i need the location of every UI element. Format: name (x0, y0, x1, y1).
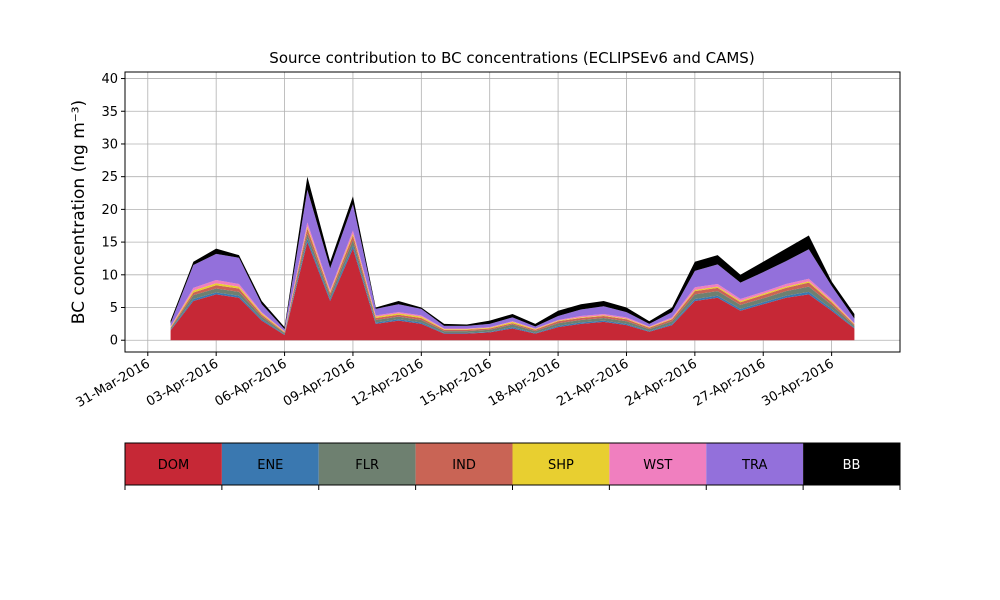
area (170, 176, 855, 330)
area (170, 242, 855, 341)
x-tick-label: 31-Mar-2016 (74, 356, 153, 410)
area (170, 189, 855, 332)
y-tick-label: 5 (110, 301, 118, 316)
x-tick-label: 21-Apr-2016 (554, 356, 631, 409)
x-tick-label: 15-Apr-2016 (418, 356, 495, 409)
x-tick-label: 06-Apr-2016 (212, 356, 289, 409)
legend-label: DOM (158, 458, 189, 473)
legend-label: BB (843, 458, 861, 473)
y-tick-label: 20 (101, 203, 118, 218)
x-tick-label: 30-Apr-2016 (759, 356, 836, 409)
y-axis-label: BC concentration (ng m⁻³) (69, 100, 89, 324)
x-tick-label: 09-Apr-2016 (281, 356, 358, 409)
legend-swatch (318, 443, 416, 485)
legend-label: FLR (355, 458, 379, 473)
legend-label: TRA (741, 458, 767, 473)
x-tick-label: 12-Apr-2016 (349, 356, 426, 409)
legend-label: ENE (257, 458, 283, 473)
legend-swatch (803, 443, 900, 485)
areas (170, 176, 855, 341)
legend-swatch (609, 443, 707, 485)
area (170, 233, 855, 335)
x-tick-label: 03-Apr-2016 (144, 356, 221, 409)
y-tick-label: 10 (101, 268, 118, 283)
y-tick-label: 15 (101, 236, 118, 251)
legend-swatch (512, 443, 610, 485)
legend-label: SHP (548, 458, 574, 473)
area (170, 228, 855, 334)
legend-swatch (706, 443, 804, 485)
legend-label: IND (452, 458, 476, 473)
x-tick-label: 27-Apr-2016 (691, 356, 768, 409)
y-tick-label: 0 (110, 334, 118, 349)
chart-title: Source contribution to BC concentrations… (269, 49, 754, 67)
y-tick-label: 35 (101, 105, 118, 120)
legend-swatch (125, 443, 222, 485)
x-tick-label: 18-Apr-2016 (486, 356, 563, 409)
legend-swatch (221, 443, 319, 485)
legend-swatch (415, 443, 513, 485)
y-tick-label: 40 (101, 72, 118, 87)
x-tick-label: 24-Apr-2016 (623, 356, 700, 409)
legend-label: WST (643, 458, 672, 473)
y-tick-label: 25 (101, 170, 118, 185)
plot-frame (124, 71, 901, 353)
y-tick-label: 30 (101, 137, 118, 152)
